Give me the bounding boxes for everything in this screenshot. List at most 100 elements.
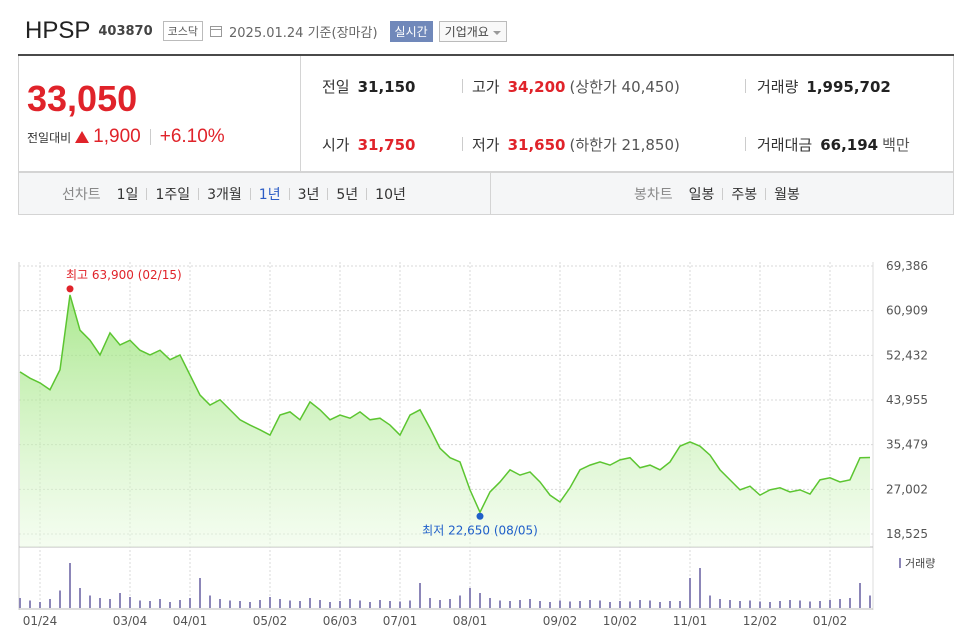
volume-bar — [309, 598, 311, 608]
volume-bar — [259, 600, 261, 608]
volume-bar — [329, 602, 331, 608]
tab[interactable]: 1년 — [258, 187, 281, 203]
volume-bar — [279, 599, 281, 608]
volume-bar — [859, 583, 861, 608]
volume-bar — [19, 598, 21, 608]
divider — [745, 79, 746, 93]
stat: 시가 31,750 — [322, 134, 416, 155]
divider — [462, 79, 463, 93]
low-dot — [476, 512, 484, 520]
volume-bar — [759, 601, 761, 608]
stat-note: (상한가 40,450) — [569, 78, 680, 96]
x-tick-label: 08/01 — [453, 614, 488, 628]
tab-bar — [18, 172, 954, 215]
y-tick-label: 69,386 — [886, 259, 928, 273]
volume-bar — [149, 601, 151, 608]
volume-bar — [369, 602, 371, 608]
stat-value: 34,200 — [507, 78, 566, 96]
volume-bar — [209, 595, 211, 608]
separator — [722, 188, 724, 200]
tab[interactable]: 3년 — [297, 187, 320, 203]
volume-bar — [319, 600, 321, 608]
tab[interactable]: 일봉 — [688, 187, 715, 203]
volume-bar — [439, 600, 441, 608]
volume-bar — [829, 600, 831, 608]
tab-label: 선차트 — [62, 187, 101, 203]
dropdown-arrow — [492, 30, 501, 35]
volume-bar — [409, 600, 411, 608]
volume-bar — [179, 600, 181, 608]
legend-label: 거래량 — [905, 557, 935, 570]
x-tick-label: 01/24 — [23, 614, 58, 628]
stat: 전일 31,150 — [322, 76, 416, 97]
volume-bar — [639, 600, 641, 608]
volume-bar — [839, 599, 841, 608]
volume-bar — [49, 599, 51, 608]
volume-bar — [789, 600, 791, 608]
y-tick-label: 43,955 — [886, 393, 928, 407]
volume-bar — [659, 602, 661, 608]
volume-bar — [69, 563, 71, 608]
volume-bar — [289, 600, 291, 608]
volume-bar — [79, 588, 81, 608]
x-tick-label: 09/02 — [543, 614, 578, 628]
calendar-icon — [210, 26, 223, 37]
volume-bar — [99, 598, 101, 608]
tab[interactable]: 주봉 — [731, 187, 758, 203]
volume-bar — [609, 602, 611, 608]
stat-value: 31,650 — [507, 136, 566, 154]
volume-bar — [449, 599, 451, 608]
tab[interactable]: 10년 — [375, 187, 406, 203]
header: HPSP 403870 코스닥 2025.01.24 기준(장마감) 실시간 기… — [25, 14, 507, 48]
volume-bar — [539, 601, 541, 608]
volume-bar — [199, 578, 201, 608]
volume-bar — [529, 599, 531, 608]
x-tick-label: 05/02 — [253, 614, 288, 628]
volume-bar — [779, 601, 781, 608]
separator — [249, 188, 251, 200]
low-label: 최저 22,650 (08/05) — [422, 523, 538, 537]
tab[interactable]: 1주일 — [155, 187, 191, 203]
company-button[interactable]: 기업개요 — [438, 20, 507, 42]
volume-bar — [459, 595, 461, 608]
stat: 거래대금 66,194 백만 — [757, 134, 910, 155]
tab[interactable]: 3개월 — [207, 187, 242, 203]
volume-bar — [249, 602, 251, 608]
volume-bar — [39, 602, 41, 608]
stat: 거래량 1,995,702 — [757, 76, 891, 97]
x-tick-label: 07/01 — [383, 614, 418, 628]
volume-bar — [589, 600, 591, 608]
tab[interactable]: 5년 — [336, 187, 359, 203]
volume-bar — [479, 593, 481, 608]
volume-bar — [509, 601, 511, 608]
volume-bar — [419, 583, 421, 608]
separator — [765, 188, 767, 200]
volume-bar — [189, 598, 191, 608]
stat: 고가 34,200 (상한가 40,450) — [472, 76, 680, 97]
stat: 저가 31,650 (하한가 21,850) — [472, 134, 680, 155]
divider — [18, 54, 954, 56]
high-dot — [66, 285, 74, 293]
volume-bar — [499, 600, 501, 608]
volume-bar — [299, 601, 301, 608]
volume-bar — [229, 600, 231, 608]
stat-note: (하한가 21,850) — [569, 136, 680, 154]
volume-bar — [389, 601, 391, 608]
change: 1,900 — [93, 126, 141, 147]
volume-bar — [599, 600, 601, 608]
volume-bar — [119, 593, 121, 608]
x-tick-label: 12/02 — [743, 614, 778, 628]
volume-bar — [239, 601, 241, 608]
x-tick-label: 03/04 — [113, 614, 148, 628]
stat-value: 31,150 — [357, 78, 416, 96]
realtime-button[interactable]: 실시간 — [389, 20, 433, 42]
y-tick-label: 60,909 — [886, 304, 928, 318]
volume-bar — [669, 601, 671, 608]
candle-tabs: 봉차트 일봉 주봉 월봉 — [634, 184, 800, 204]
separator — [288, 188, 290, 200]
volume-bar — [169, 602, 171, 608]
tab[interactable]: 월봉 — [774, 187, 800, 203]
tab[interactable]: 1일 — [116, 187, 139, 203]
y-tick-label: 27,002 — [886, 482, 928, 496]
